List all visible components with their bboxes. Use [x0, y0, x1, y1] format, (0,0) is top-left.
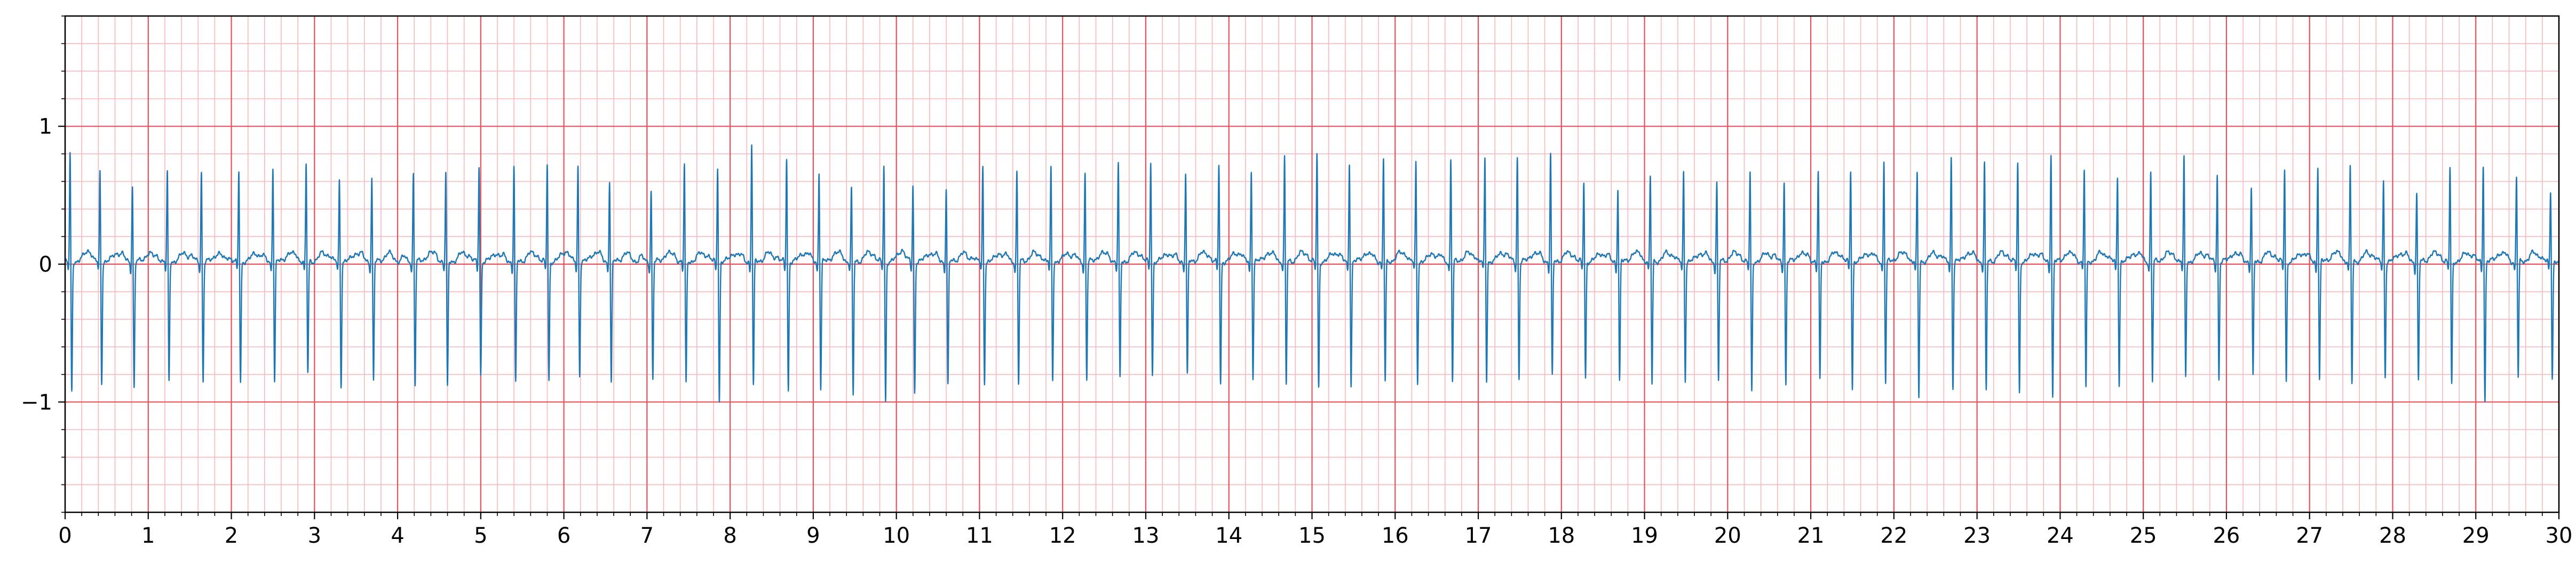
- x-tick-label: 5: [474, 524, 487, 548]
- y-tick-label: 1: [39, 115, 52, 139]
- y-tick-label: −1: [21, 390, 52, 415]
- x-tick-label: 4: [391, 524, 404, 548]
- x-tick-label: 7: [640, 524, 654, 548]
- x-tick-label: 2: [225, 524, 238, 548]
- x-tick-label: 6: [557, 524, 570, 548]
- x-tick-label: 29: [2462, 524, 2490, 548]
- x-tick-label: 22: [1880, 524, 1907, 548]
- x-tick-label: 27: [2296, 524, 2323, 548]
- series-layer: [64, 144, 2560, 403]
- x-tick-label: 3: [308, 524, 321, 548]
- x-tick-label: 23: [1963, 524, 1991, 548]
- x-tick-label: 28: [2379, 524, 2406, 548]
- x-tick-label: 12: [1049, 524, 1076, 548]
- x-tick-label: 17: [1465, 524, 1492, 548]
- x-tick-label: 9: [806, 524, 820, 548]
- x-tick-label: 0: [58, 524, 72, 548]
- x-tick-label: 1: [141, 524, 155, 548]
- x-tick-label: 16: [1382, 524, 1409, 548]
- x-tick-label: 18: [1548, 524, 1575, 548]
- x-tick-label: 26: [2213, 524, 2240, 548]
- y-tick-label: 0: [39, 252, 52, 277]
- x-tick-label: 15: [1298, 524, 1326, 548]
- x-tick-label: 24: [2047, 524, 2074, 548]
- x-tick-label: 11: [966, 524, 993, 548]
- x-tick-label: 20: [1714, 524, 1741, 548]
- x-tick-label: 25: [2130, 524, 2157, 548]
- ecg-series-line: [64, 144, 2560, 403]
- x-tick-label: 10: [883, 524, 910, 548]
- x-tick-label: 30: [2546, 524, 2573, 548]
- x-tick-label: 14: [1215, 524, 1242, 548]
- x-tick-label: 8: [723, 524, 736, 548]
- x-axis: 0 1 2 3 4 5 6 7 8 9 10 11 12 13 14 15 16 17 18 19 20 21 22 23 24…: [58, 512, 2572, 548]
- x-tick-label: 21: [1797, 524, 1825, 548]
- y-axis: −1 0 1: [21, 15, 65, 513]
- x-tick-label: 13: [1132, 524, 1160, 548]
- x-tick-label: 19: [1631, 524, 1658, 548]
